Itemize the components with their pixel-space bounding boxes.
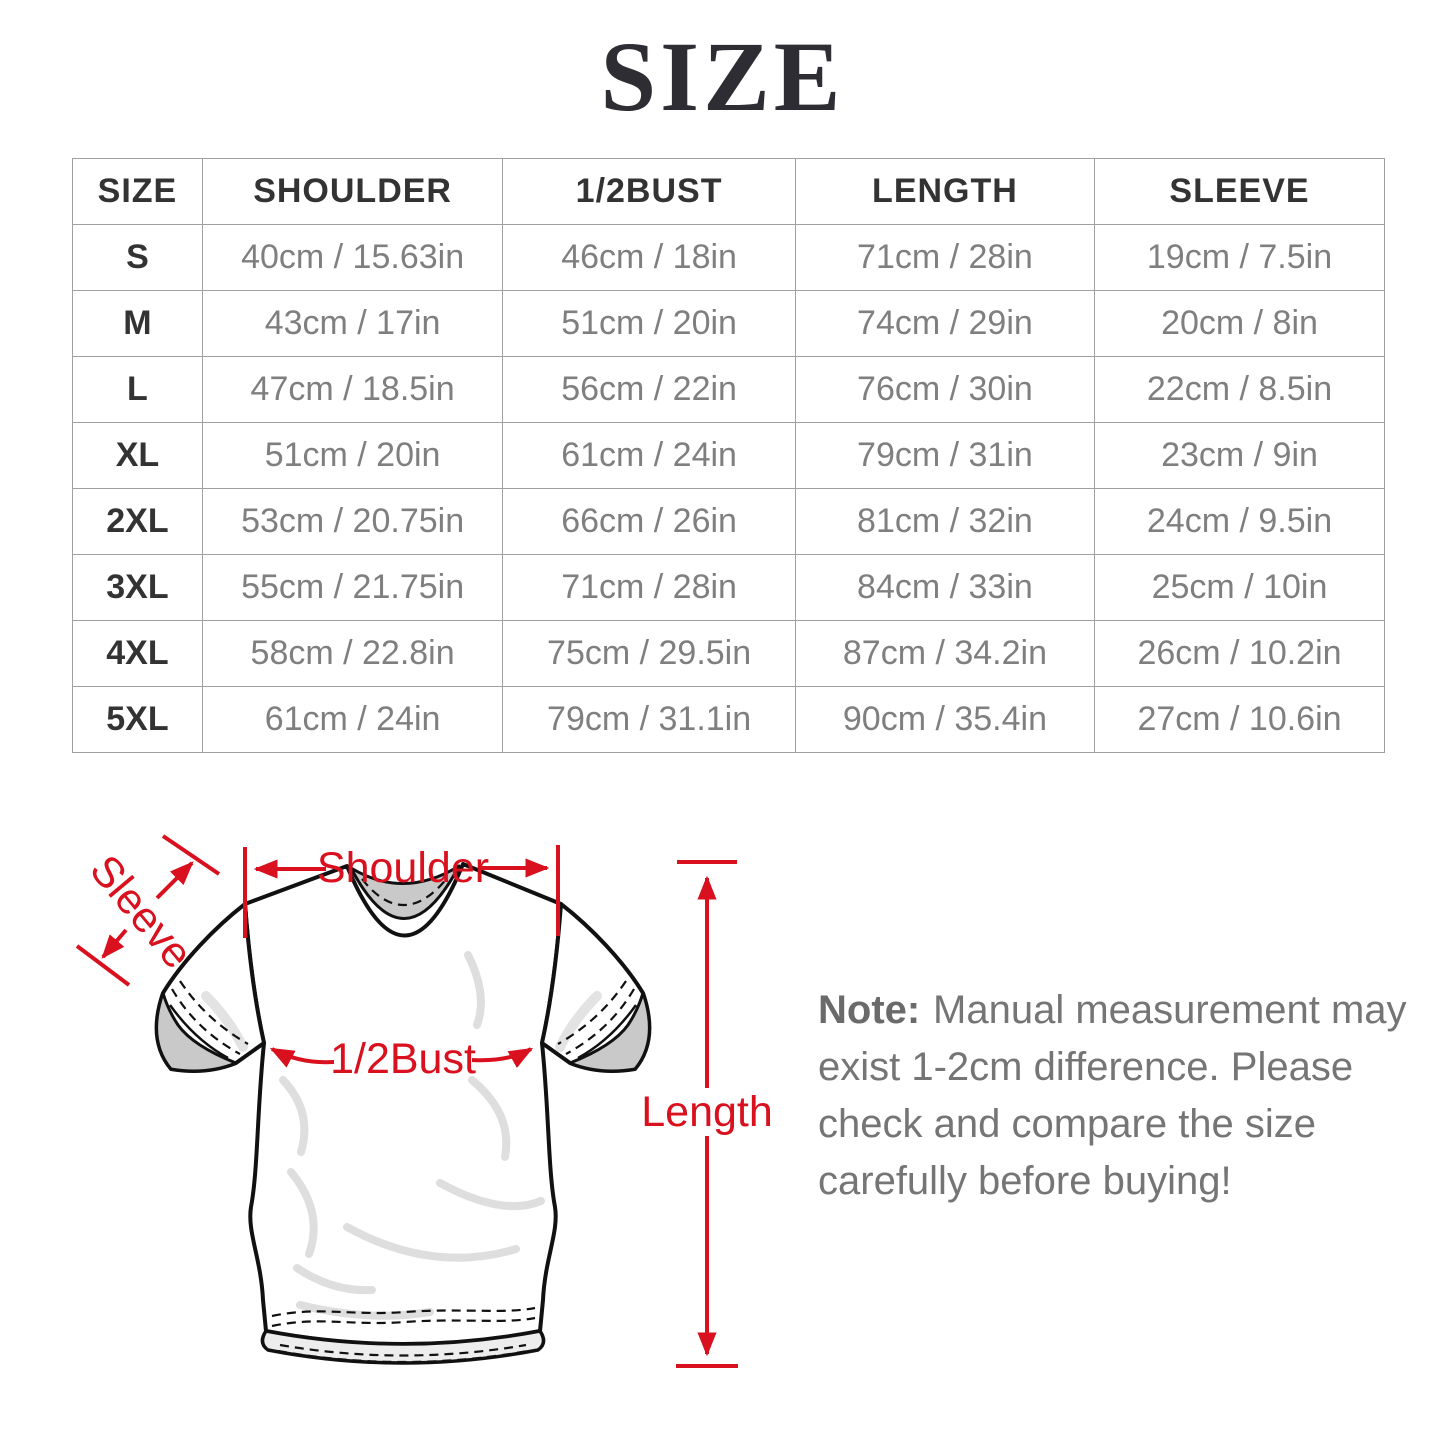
tshirt-measurement-diagram: Shoulder Sleeve 1/2Bust Length bbox=[75, 834, 773, 1368]
header-shoulder: SHOULDER bbox=[201, 158, 504, 225]
bust-label: 1/2Bust bbox=[330, 1035, 476, 1083]
size-table: SIZE SHOULDER 1/2BUST LENGTH SLEEVE S 40… bbox=[72, 158, 1385, 753]
sleeve-value: 24cm / 9.5in bbox=[1094, 488, 1385, 555]
shoulder-value: 61cm / 24in bbox=[201, 686, 504, 753]
page-title: SIZE bbox=[600, 21, 845, 132]
measurement-note: Note: Manual measurement may exist 1-2cm … bbox=[818, 982, 1418, 1210]
bust-value: 71cm / 28in bbox=[502, 554, 796, 621]
size-label: 4XL bbox=[72, 620, 203, 687]
right-cuff-inner bbox=[568, 991, 651, 1073]
wrinkle-lines bbox=[279, 951, 545, 1320]
size-label: 2XL bbox=[72, 488, 203, 555]
length-value: 71cm / 28in bbox=[794, 224, 1096, 291]
note-prefix: Note: bbox=[818, 988, 921, 1032]
shoulder-value: 47cm / 18.5in bbox=[201, 356, 504, 423]
sleeve-value: 27cm / 10.6in bbox=[1094, 686, 1385, 753]
bust-value: 51cm / 20in bbox=[502, 290, 796, 357]
note-line: check and compare the size bbox=[818, 1102, 1317, 1146]
cuff-stitching bbox=[171, 980, 635, 1055]
sleeve-value: 22cm / 8.5in bbox=[1094, 356, 1385, 423]
size-label: XL bbox=[72, 422, 203, 489]
size-label: 5XL bbox=[72, 686, 203, 753]
header-length: LENGTH bbox=[794, 158, 1096, 225]
note-line: Note: Manual measurement may bbox=[818, 982, 1418, 1039]
shoulder-value: 40cm / 15.63in bbox=[201, 224, 504, 291]
bust-value: 56cm / 22in bbox=[502, 356, 796, 423]
sleeve-value: 19cm / 7.5in bbox=[1094, 224, 1385, 291]
length-value: 90cm / 35.4in bbox=[794, 686, 1096, 753]
size-label: L bbox=[72, 356, 203, 423]
sleeve-value: 25cm / 10in bbox=[1094, 554, 1385, 621]
bust-value: 46cm / 18in bbox=[502, 224, 796, 291]
shoulder-label: Shoulder bbox=[317, 844, 489, 892]
note-line: exist 1-2cm difference. Please bbox=[818, 1045, 1354, 1089]
sleeve-value: 23cm / 9in bbox=[1094, 422, 1385, 489]
shoulder-value: 53cm / 20.75in bbox=[201, 488, 504, 555]
table-row: S 40cm / 15.63in 46cm / 18in 71cm / 28in… bbox=[72, 224, 1385, 291]
table-row: XL 51cm / 20in 61cm / 24in 79cm / 31in 2… bbox=[72, 422, 1385, 489]
header-sleeve: SLEEVE bbox=[1094, 158, 1385, 225]
size-label: S bbox=[72, 224, 203, 291]
table-header-row: SIZE SHOULDER 1/2BUST LENGTH SLEEVE bbox=[72, 158, 1385, 225]
collar-inner bbox=[349, 864, 461, 920]
sleeve-value: 26cm / 10.2in bbox=[1094, 620, 1385, 687]
bust-value: 79cm / 31.1in bbox=[502, 686, 796, 753]
header-bust: 1/2BUST bbox=[502, 158, 796, 225]
table-row: 2XL 53cm / 20.75in 66cm / 26in 81cm / 32… bbox=[72, 488, 1385, 555]
size-label: 3XL bbox=[72, 554, 203, 621]
shoulder-value: 43cm / 17in bbox=[201, 290, 504, 357]
shoulder-value: 58cm / 22.8in bbox=[201, 620, 504, 687]
note-line: carefully before buying! bbox=[818, 1159, 1232, 1203]
length-value: 81cm / 32in bbox=[794, 488, 1096, 555]
bust-value: 75cm / 29.5in bbox=[502, 620, 796, 687]
shoulder-value: 55cm / 21.75in bbox=[201, 554, 504, 621]
size-label: M bbox=[72, 290, 203, 357]
table-row: M 43cm / 17in 51cm / 20in 74cm / 29in 20… bbox=[72, 290, 1385, 357]
table-row: 5XL 61cm / 24in 79cm / 31.1in 90cm / 35.… bbox=[72, 686, 1385, 753]
hem-stitching bbox=[271, 1306, 536, 1328]
length-value: 79cm / 31in bbox=[794, 422, 1096, 489]
sleeve-value: 20cm / 8in bbox=[1094, 290, 1385, 357]
header-size: SIZE bbox=[72, 158, 203, 225]
length-value: 76cm / 30in bbox=[794, 356, 1096, 423]
collar-tape-stitch bbox=[361, 876, 449, 906]
hem-band bbox=[260, 1329, 546, 1365]
table-row: L 47cm / 18.5in 56cm / 22in 76cm / 30in … bbox=[72, 356, 1385, 423]
bust-value: 66cm / 26in bbox=[502, 488, 796, 555]
left-cuff-inner bbox=[155, 991, 238, 1073]
note-text: Manual measurement may bbox=[933, 988, 1407, 1032]
length-annotation: Length bbox=[641, 860, 773, 1368]
table-row: 4XL 58cm / 22.8in 75cm / 29.5in 87cm / 3… bbox=[72, 620, 1385, 687]
table-row: 3XL 55cm / 21.75in 71cm / 28in 84cm / 33… bbox=[72, 554, 1385, 621]
hem-band-stitching bbox=[277, 1343, 529, 1364]
length-value: 84cm / 33in bbox=[794, 554, 1096, 621]
length-label: Length bbox=[641, 1088, 773, 1136]
bust-annotation: 1/2Bust bbox=[269, 1035, 534, 1083]
tshirt-body bbox=[243, 862, 563, 1346]
shoulder-annotation: Shoulder bbox=[243, 844, 560, 938]
bust-value: 61cm / 24in bbox=[502, 422, 796, 489]
shoulder-value: 51cm / 20in bbox=[201, 422, 504, 489]
length-value: 74cm / 29in bbox=[794, 290, 1096, 357]
length-value: 87cm / 34.2in bbox=[794, 620, 1096, 687]
sleeve-label: Sleeve bbox=[80, 846, 201, 978]
tshirt-illustration bbox=[154, 862, 652, 1365]
